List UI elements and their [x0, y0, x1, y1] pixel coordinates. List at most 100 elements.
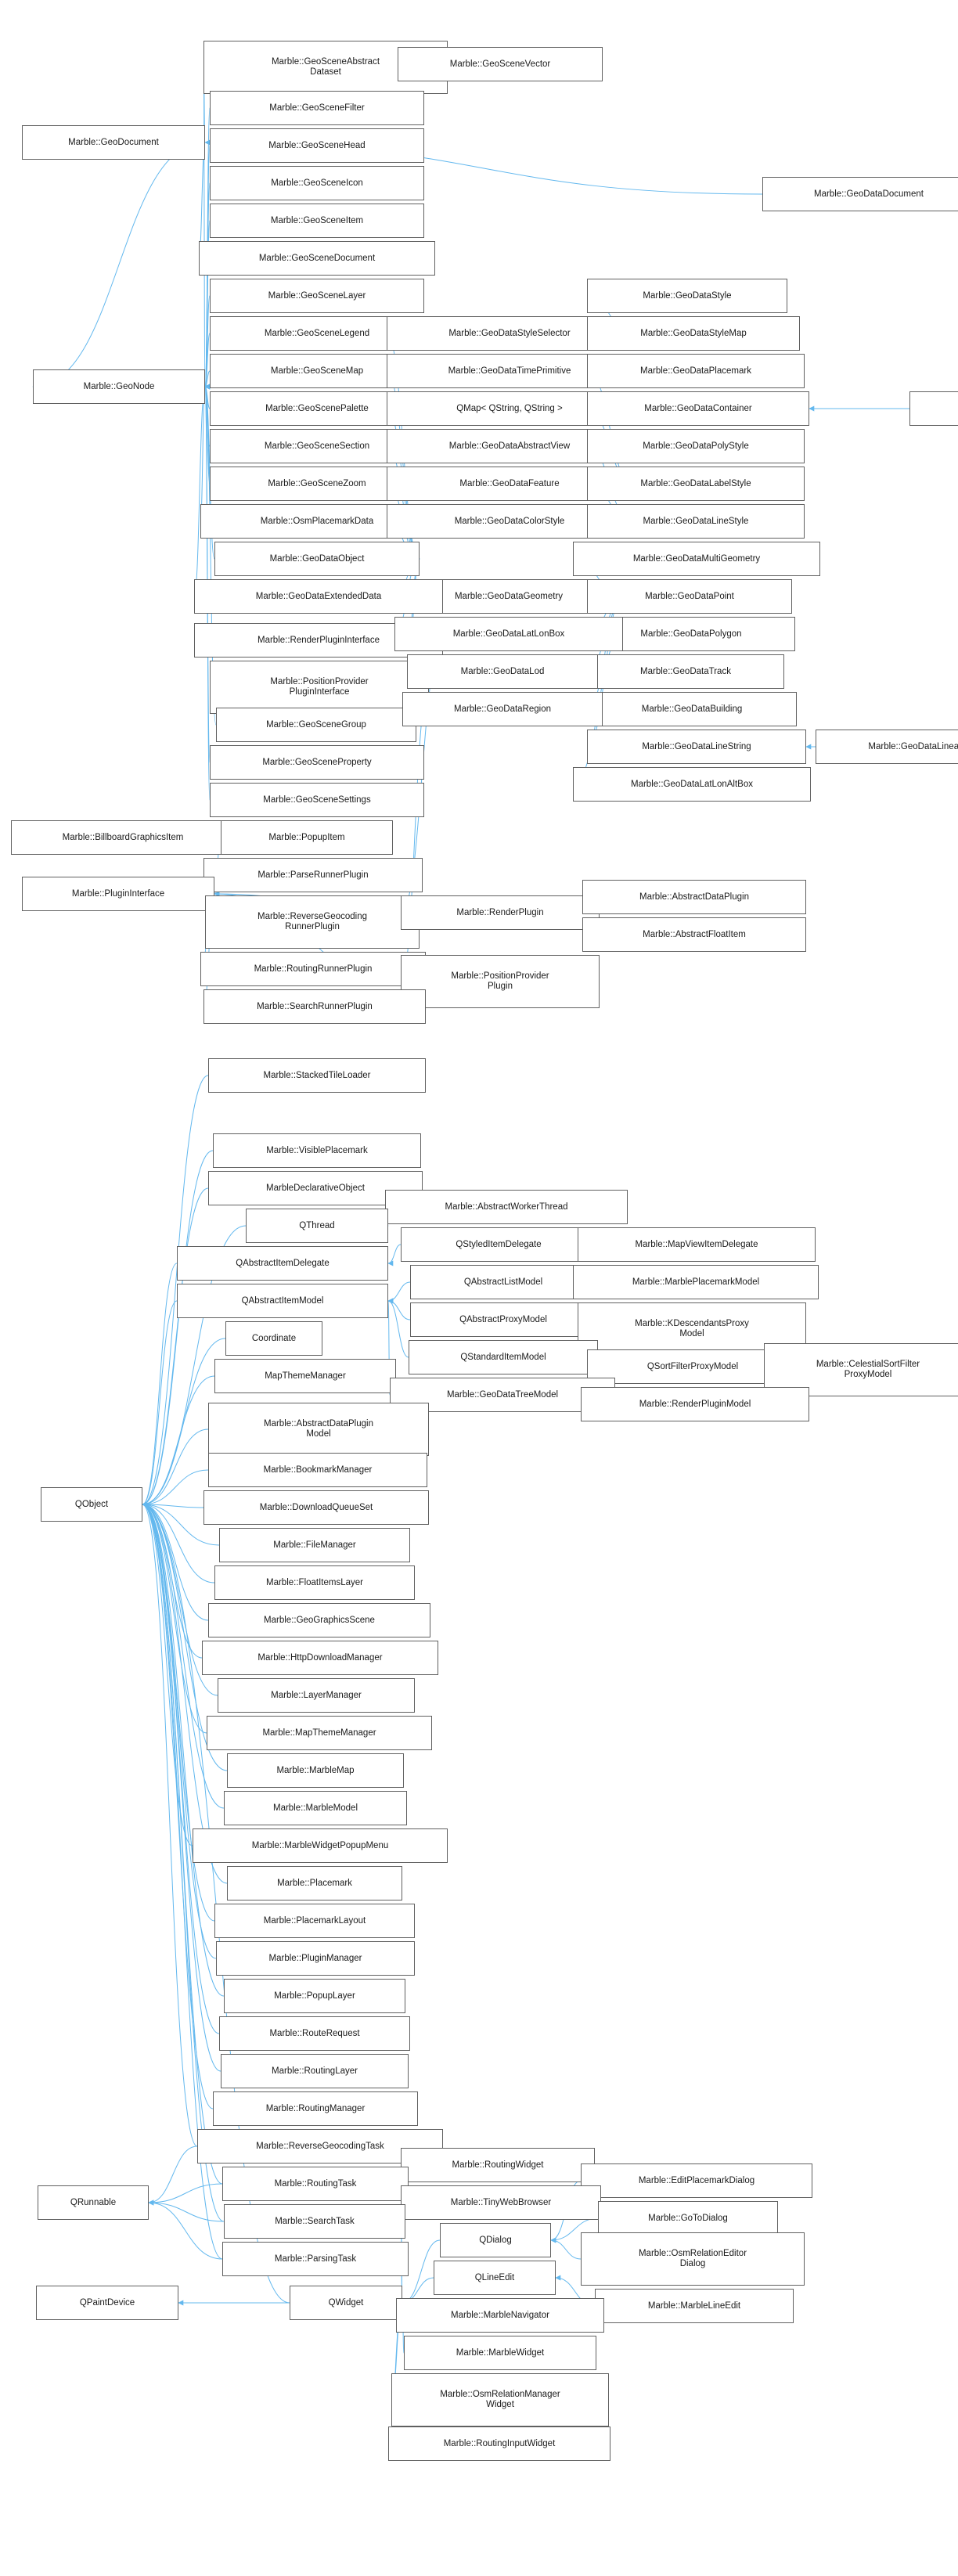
- class-node[interactable]: Marble::FloatItemsLayer: [214, 1565, 415, 1600]
- class-node[interactable]: Marble::GeoNode: [33, 369, 205, 404]
- class-node[interactable]: Marble::GeoDataLabelStyle: [587, 467, 805, 501]
- class-node[interactable]: Marble::GeoDataLatLonBox: [394, 617, 623, 651]
- class-node[interactable]: Marble::GeoDataBuilding: [587, 692, 797, 726]
- class-node[interactable]: Marble::FileManager: [219, 1528, 410, 1562]
- class-node[interactable]: Marble::GeoDataLatLonAltBox: [573, 767, 811, 802]
- class-node[interactable]: Marble::PositionProvider Plugin: [401, 955, 600, 1008]
- inheritance-edge: [142, 1501, 207, 1734]
- class-node[interactable]: Marble::RoutingWidget: [401, 2148, 595, 2182]
- class-node[interactable]: Marble::GeoDataStyleMap: [587, 316, 800, 351]
- class-node[interactable]: Marble::MarbleWidget: [404, 2336, 596, 2370]
- class-node[interactable]: Marble::RoutingRunnerPlugin: [200, 952, 426, 986]
- class-node[interactable]: Marble::GeoSceneLayer: [210, 279, 424, 313]
- class-node[interactable]: Marble::StackedTileLoader: [208, 1058, 426, 1093]
- class-node[interactable]: Marble::HttpDownloadManager: [202, 1641, 438, 1675]
- class-node[interactable]: Marble::PluginManager: [216, 1941, 415, 1976]
- class-node[interactable]: Marble::GeoDataExtendedData: [194, 579, 443, 614]
- class-node[interactable]: QStyledItemDelegate: [401, 1227, 596, 1262]
- class-node[interactable]: Marble::PopupItem: [221, 820, 393, 855]
- class-node[interactable]: QSortFilterProxyModel: [587, 1349, 798, 1384]
- class-node[interactable]: Marble::GeoSceneHead: [210, 128, 424, 163]
- class-node[interactable]: Marble::GeoGraphicsScene: [208, 1603, 430, 1637]
- class-node[interactable]: Coordinate: [225, 1321, 322, 1356]
- class-node[interactable]: Marble::GeoDataDocument: [762, 177, 958, 211]
- class-node[interactable]: QAbstractItemDelegate: [177, 1246, 388, 1281]
- class-node[interactable]: Marble::GeoSceneSettings: [210, 783, 424, 817]
- class-node[interactable]: QRunnable: [38, 2185, 149, 2220]
- class-node[interactable]: Marble::MarbleNavigator: [396, 2298, 604, 2333]
- class-node[interactable]: MapThemeManager: [214, 1359, 396, 1393]
- class-node[interactable]: Marble::PopupLayer: [224, 1979, 405, 2013]
- class-node[interactable]: Marble::GeoDataTrack: [587, 654, 784, 689]
- class-node[interactable]: Marble::MarbleLineEdit: [595, 2289, 794, 2323]
- class-node[interactable]: QStandardItemModel: [409, 1340, 598, 1374]
- class-node[interactable]: Marble::GeoDataPolyStyle: [587, 429, 805, 463]
- class-node[interactable]: Marble::RoutingManager: [213, 2091, 418, 2126]
- class-node[interactable]: Marble::GeoDataLineStyle: [587, 504, 805, 539]
- class-node[interactable]: Marble::MarblePlacemarkModel: [573, 1265, 819, 1299]
- class-node[interactable]: Marble::GeoDataLinearRing: [816, 730, 958, 764]
- class-node[interactable]: Marble::GeoDataObject: [214, 542, 420, 576]
- class-node[interactable]: Marble::OsmRelationEditor Dialog: [581, 2232, 805, 2286]
- class-node[interactable]: Marble::GeoSceneDocument: [199, 241, 435, 276]
- class-node[interactable]: QObject: [41, 1487, 142, 1522]
- class-node[interactable]: Marble::GeoDataContainer: [587, 391, 809, 426]
- class-node[interactable]: Marble::AbstractDataPlugin Model: [208, 1403, 429, 1456]
- class-node[interactable]: Marble::RoutingInputWidget: [388, 2426, 610, 2461]
- class-node[interactable]: Marble::GoToDialog: [598, 2201, 778, 2236]
- class-node[interactable]: Marble::RoutingLayer: [221, 2054, 409, 2088]
- class-node[interactable]: Marble::MarbleMap: [227, 1753, 404, 1788]
- class-node[interactable]: Marble::RenderPlugin: [401, 895, 600, 930]
- class-node[interactable]: Marble::BookmarkManager: [208, 1453, 427, 1487]
- class-node[interactable]: Marble::GeoSceneIcon: [210, 166, 424, 200]
- class-node[interactable]: QAbstractItemModel: [177, 1284, 388, 1318]
- class-node[interactable]: Marble::GeoDataRegion: [402, 692, 603, 726]
- class-node[interactable]: QDialog: [440, 2223, 551, 2257]
- class-node[interactable]: Marble::MarbleWidgetPopupMenu: [193, 1828, 448, 1863]
- class-node[interactable]: Marble::RouteRequest: [219, 2016, 410, 2051]
- class-node[interactable]: Marble::ParseRunnerPlugin: [203, 858, 423, 892]
- class-node[interactable]: Marble::MapViewItemDelegate: [578, 1227, 816, 1262]
- class-node[interactable]: Marble::GeoDataLineString: [587, 730, 806, 764]
- class-node[interactable]: Marble::GeoSceneItem: [210, 204, 424, 238]
- class-node[interactable]: Marble::AbstractDataPlugin: [582, 880, 806, 914]
- class-node[interactable]: Marble::TinyWebBrowser: [401, 2185, 601, 2220]
- class-node[interactable]: Marble::EditPlacemarkDialog: [581, 2163, 812, 2198]
- class-node[interactable]: Marble::BillboardGraphicsItem: [11, 820, 235, 855]
- class-node[interactable]: Marble::GeoDocument: [22, 125, 205, 160]
- class-node[interactable]: Marble::MarbleModel: [224, 1791, 407, 1825]
- class-node[interactable]: Marble::GeoSceneVector: [398, 47, 603, 81]
- class-node[interactable]: Marble::PositionProvider PluginInterface: [210, 661, 429, 714]
- class-node[interactable]: QWidget: [290, 2286, 402, 2320]
- class-node[interactable]: QThread: [246, 1209, 388, 1243]
- class-node[interactable]: QPaintDevice: [36, 2286, 178, 2320]
- class-node[interactable]: Marble::AbstractWorkerThread: [385, 1190, 628, 1224]
- class-node[interactable]: Marble::OsmRelationManager Widget: [391, 2373, 609, 2426]
- class-node[interactable]: Marble::PlacemarkLayout: [214, 1904, 415, 1938]
- class-node[interactable]: Marble::DownloadQueueSet: [203, 1490, 429, 1525]
- class-node[interactable]: Marble::GeoDataPlacemark: [587, 354, 805, 388]
- class-node[interactable]: QAbstractListModel: [410, 1265, 596, 1299]
- class-node[interactable]: Marble::PluginInterface: [22, 877, 214, 911]
- class-node[interactable]: Marble::RoutingTask: [222, 2167, 409, 2201]
- class-node[interactable]: Marble::GeoSceneProperty: [210, 745, 424, 780]
- class-node[interactable]: Marble::ReverseGeocoding RunnerPlugin: [205, 895, 420, 949]
- class-node[interactable]: Marble::GeoDataStyle: [587, 279, 787, 313]
- class-node[interactable]: QAbstractProxyModel: [410, 1302, 596, 1337]
- class-node[interactable]: Marble::GeoSceneGroup: [216, 708, 416, 742]
- class-node[interactable]: Marble::MapThemeManager: [207, 1716, 432, 1750]
- class-node[interactable]: Marble::ParsingTask: [222, 2242, 409, 2276]
- class-node[interactable]: Marble::VisiblePlacemark: [213, 1133, 421, 1168]
- class-node[interactable]: Marble::RenderPluginModel: [581, 1387, 809, 1421]
- class-node[interactable]: Marble::GeoDataPoint: [587, 579, 792, 614]
- class-node[interactable]: Marble::GeoSceneFilter: [210, 91, 424, 125]
- class-node[interactable]: QLineEdit: [434, 2261, 556, 2295]
- class-node[interactable]: Marble::LayerManager: [218, 1678, 415, 1713]
- class-node[interactable]: Marble::SearchRunnerPlugin: [203, 989, 426, 1024]
- class-node[interactable]: Marble::GeoDataFolder: [909, 391, 958, 426]
- class-node[interactable]: Marble::SearchTask: [224, 2204, 405, 2239]
- class-node[interactable]: Marble::AbstractFloatItem: [582, 917, 806, 952]
- class-node[interactable]: Marble::GeoDataLod: [407, 654, 598, 689]
- class-node[interactable]: Marble::GeoDataMultiGeometry: [573, 542, 820, 576]
- class-node[interactable]: Marble::Placemark: [227, 1866, 402, 1900]
